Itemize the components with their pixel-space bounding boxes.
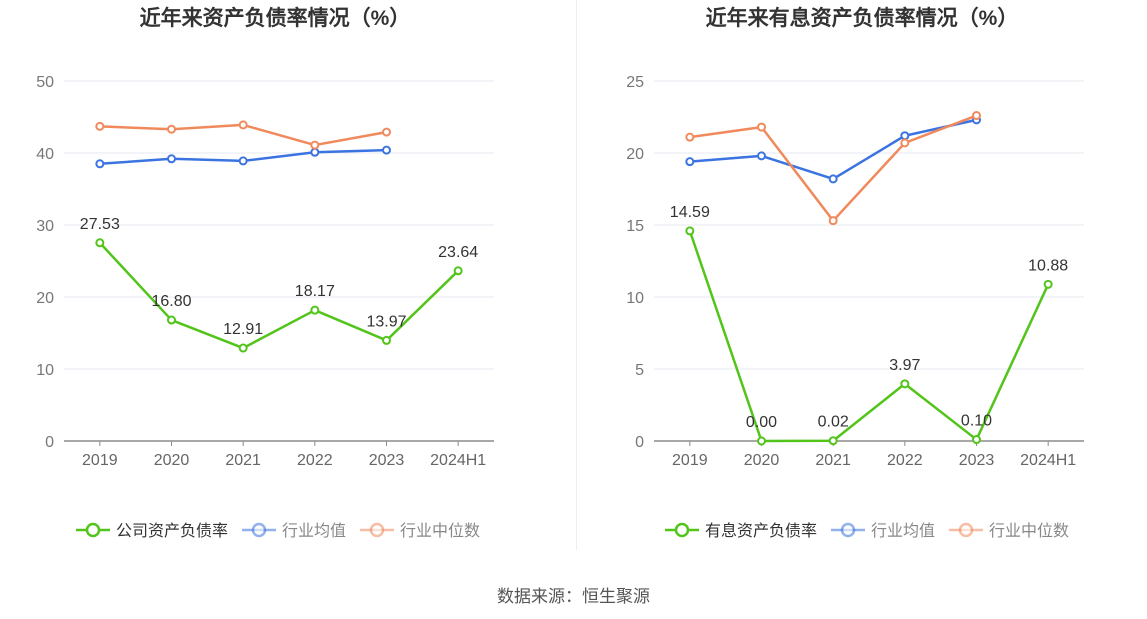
left-chart-series-0-data-label: 18.17	[295, 283, 335, 300]
debt-ratio-chart: 近年来资产负债率情况（%） 0 10 20 30 40 50 2019 2020 2021 2022…	[0, 0, 576, 555]
left-chart-series-0-data-label: 13.97	[366, 313, 406, 330]
right-chart-legend-item-2[interactable]: 行业中位数	[949, 522, 1069, 540]
right-chart-series-0-data-label: 0.02	[818, 414, 849, 431]
right-chart-series-0-point[interactable]	[900, 379, 910, 389]
right-chart-series-0-line	[688, 230, 1050, 443]
left-chart-series-1-point[interactable]	[238, 156, 248, 166]
left-chart-series-0-point[interactable]	[310, 305, 320, 315]
left-chart-legend-label: 行业中位数	[400, 522, 480, 540]
right-chart-series-0-point[interactable]	[1043, 279, 1053, 289]
right-chart-y-tick-label: 5	[635, 362, 644, 379]
right-chart-x-tick-label: 2022	[887, 452, 923, 469]
right-chart-x-tick-label: 2021	[815, 452, 851, 469]
right-chart-x-tick-label: 2024H1	[1020, 452, 1076, 469]
right-chart-legend-marker	[840, 522, 856, 538]
right-chart-series-0-point[interactable]	[972, 435, 981, 445]
right-chart-legend-label: 行业均值	[871, 522, 935, 540]
right-chart-x-tick-label: 2019	[672, 452, 708, 469]
left-chart-legend-marker	[251, 522, 267, 538]
right-chart-y-tick-label: 20	[626, 146, 644, 163]
right-chart-series-2-point[interactable]	[972, 111, 981, 121]
right-chart-legend-marker	[958, 522, 974, 538]
left-chart-series-2-point[interactable]	[95, 121, 105, 131]
left-chart-series-0-data-label: 12.91	[223, 321, 263, 338]
right-chart-y-tick-label: 0	[635, 434, 644, 451]
left-chart-series-1-point[interactable]	[382, 145, 391, 155]
left-chart-x-tick-label: 2023	[369, 452, 405, 469]
left-chart-series-0-point[interactable]	[95, 238, 105, 248]
left-chart-y-tick-label: 10	[36, 362, 54, 379]
left-chart-legend-item-1[interactable]: 行业均值	[242, 522, 346, 540]
left-chart-legend-item-0[interactable]: 公司资产负债率	[76, 522, 228, 540]
left-chart-series-1-point[interactable]	[95, 159, 105, 169]
left-chart-series-0-line	[98, 241, 460, 350]
right-chart-legend-label: 有息资产负债率	[705, 522, 817, 540]
left-chart-y-tick-label: 30	[36, 218, 54, 235]
right-chart-title: 近年来有息资产负债率情况（%）	[706, 6, 1019, 30]
left-chart-series-0-data-label: 16.80	[151, 293, 191, 310]
right-chart-series-1-point[interactable]	[757, 151, 766, 161]
right-chart-series-1-point[interactable]	[900, 131, 910, 141]
right-chart-series-1-point[interactable]	[685, 157, 695, 167]
left-chart-series-0-data-label: 27.53	[80, 216, 120, 233]
right-chart-series-0-point[interactable]	[757, 436, 766, 446]
left-chart-legend-marker	[369, 522, 385, 538]
right-chart-series-0-data-label: 10.88	[1028, 257, 1068, 274]
right-chart-series-2-point[interactable]	[685, 132, 695, 142]
interest-debt-ratio-chart-svg: 近年来有息资产负债率情况（%） 0 5 10 15 20 25 2019 2020 2021 202…	[626, 6, 1084, 540]
left-chart-y-tick-label: 50	[36, 74, 54, 91]
left-chart-x-tick-label: 2021	[225, 452, 261, 469]
right-chart-series-0-point[interactable]	[685, 226, 695, 236]
right-chart-series-2-point[interactable]	[900, 138, 910, 148]
left-chart-legend-label: 行业均值	[282, 522, 346, 540]
left-chart-series-1-point[interactable]	[310, 147, 320, 157]
chart-divider	[576, 0, 577, 550]
left-chart-series-2-point[interactable]	[238, 120, 248, 130]
left-chart-y-tick-label: 0	[45, 434, 54, 451]
debt-ratio-chart-svg: 近年来资产负债率情况（%） 0 10 20 30 40 50 2019 2020 2021 2022…	[36, 6, 494, 540]
left-chart-legend-label: 公司资产负债率	[116, 522, 228, 540]
interest-debt-ratio-chart: 近年来有息资产负债率情况（%） 0 5 10 15 20 25 2019 2020 2021 202…	[578, 0, 1147, 555]
left-chart-legend-item-2[interactable]: 行业中位数	[360, 522, 480, 540]
left-chart-x-tick-label: 2020	[154, 452, 190, 469]
right-chart-x-tick-label: 2023	[959, 452, 995, 469]
right-chart-series-0-data-label: 14.59	[670, 204, 710, 221]
right-chart-series-0-point[interactable]	[828, 436, 838, 446]
left-chart-title: 近年来资产负债率情况（%）	[140, 6, 411, 30]
left-chart-y-tick-label: 40	[36, 146, 54, 163]
left-chart-series-0-point[interactable]	[238, 343, 248, 353]
right-chart-series-2-point[interactable]	[757, 122, 766, 132]
left-chart-series-1-point[interactable]	[167, 154, 176, 164]
right-chart-series-0-data-label: 3.97	[889, 357, 920, 374]
left-chart-y-tick-label: 20	[36, 290, 54, 307]
right-chart-series-1-point[interactable]	[828, 174, 838, 184]
left-chart-series-0-point[interactable]	[453, 266, 463, 276]
right-chart-legend-item-1[interactable]: 行业均值	[831, 522, 935, 540]
right-chart-y-tick-label: 25	[626, 74, 644, 91]
right-chart-y-tick-label: 10	[626, 290, 644, 307]
left-chart-series-0-data-label: 23.64	[438, 244, 478, 261]
right-chart-series-2-point[interactable]	[828, 216, 838, 226]
left-chart-series-2-point[interactable]	[167, 124, 176, 134]
left-chart-x-tick-label: 2024H1	[430, 452, 486, 469]
left-chart-series-2-point[interactable]	[382, 127, 391, 137]
right-chart-series-0-data-label: 0.00	[746, 414, 777, 431]
left-chart-legend-marker	[85, 522, 101, 538]
left-chart-x-tick-label: 2022	[297, 452, 333, 469]
right-chart-series-2-line	[689, 114, 977, 222]
left-chart-x-tick-label: 2019	[82, 452, 118, 469]
right-chart-legend-label: 行业中位数	[989, 522, 1069, 540]
right-chart-series-1-line	[689, 118, 977, 181]
data-source-note: 数据来源：恒生聚源	[497, 587, 650, 606]
left-chart-series-0-point[interactable]	[167, 315, 176, 325]
right-chart-series-0-data-label: 0.10	[961, 413, 992, 430]
right-chart-y-tick-label: 15	[626, 218, 644, 235]
left-chart-series-2-point[interactable]	[310, 140, 320, 150]
left-chart-series-0-point[interactable]	[382, 335, 391, 345]
right-chart-legend-item-0[interactable]: 有息资产负债率	[665, 522, 817, 540]
right-chart-legend-marker	[674, 522, 690, 538]
right-chart-x-tick-label: 2020	[744, 452, 780, 469]
